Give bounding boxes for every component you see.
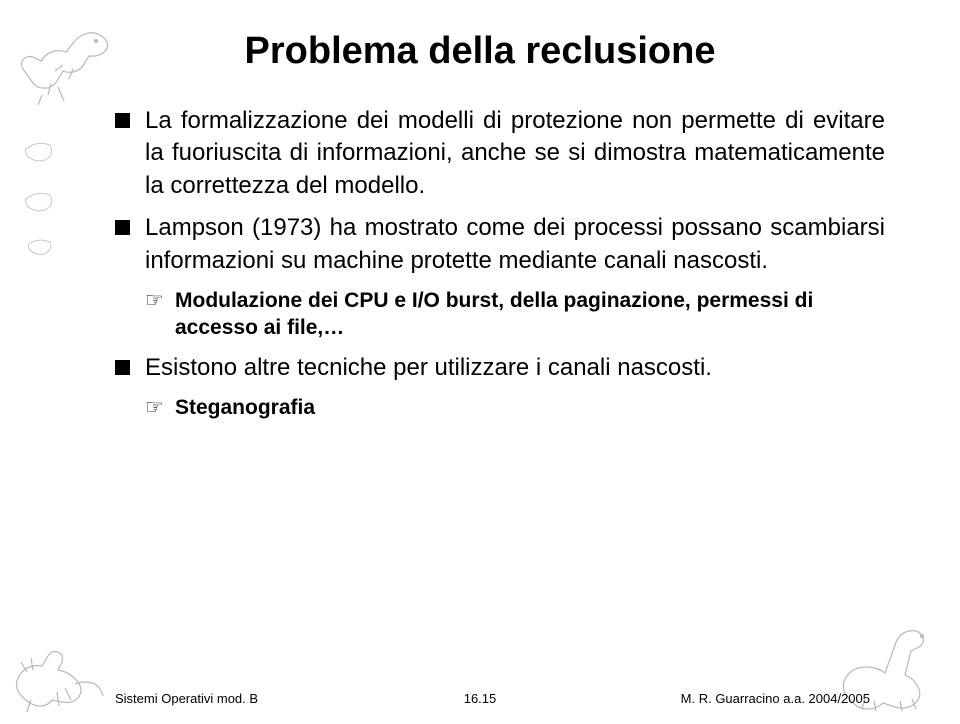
slide-body: La formalizzazione dei modelli di protez… <box>115 105 885 431</box>
decoration-strip <box>20 130 60 380</box>
bullet-2a: Modulazione dei CPU e I/O burst, della p… <box>145 287 885 342</box>
bullet-2: Lampson (1973) ha mostrato come dei proc… <box>115 212 885 277</box>
slide-title: Problema della reclusione <box>0 30 960 73</box>
bullet-3: Esistono altre tecniche per utilizzare i… <box>115 352 885 384</box>
footer-right: M. R. Guarracino a.a. 2004/2005 <box>681 691 870 706</box>
decoration-triceratops-icon <box>5 644 110 719</box>
bullet-1: La formalizzazione dei modelli di protez… <box>115 105 885 202</box>
bullet-3a: Steganografia <box>145 394 885 421</box>
slide: Problema della reclusione La formalizzaz… <box>0 0 960 724</box>
